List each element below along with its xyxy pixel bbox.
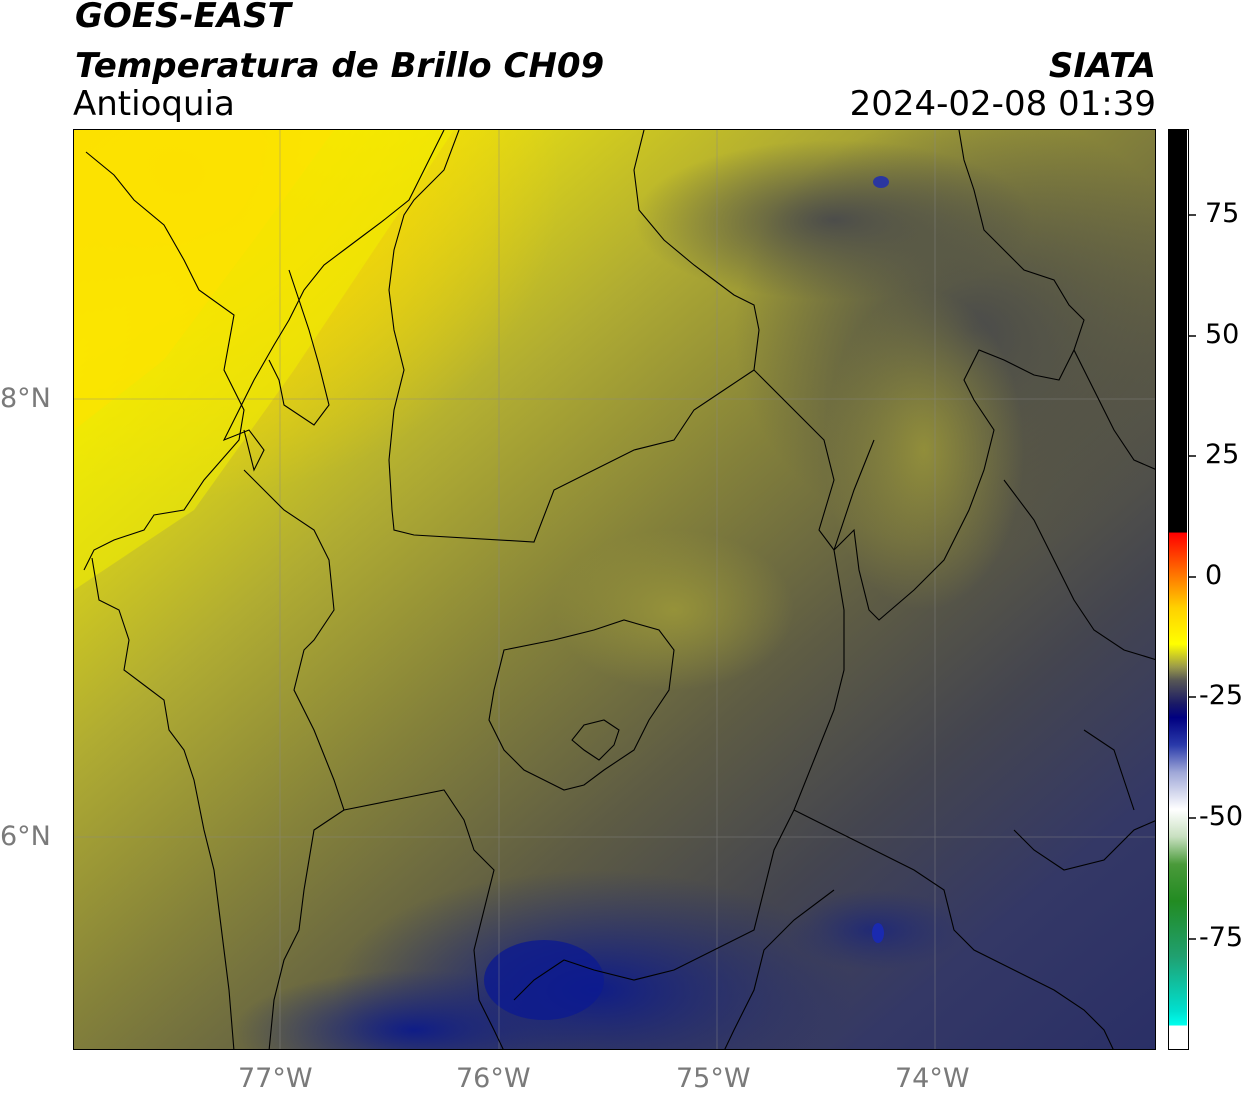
lon-label-77w: 77°W xyxy=(238,1063,313,1094)
region-label: Antioquia xyxy=(73,84,235,124)
brightness-temperature-map xyxy=(73,129,1156,1050)
colorbar-canvas xyxy=(1169,130,1187,1048)
lat-label-8n: 8°N xyxy=(0,383,51,414)
colorbar-label-0: 0 xyxy=(1205,560,1223,591)
lat-label-6n: 6°N xyxy=(0,821,51,852)
datetime-label: 2024-02-08 01:39 xyxy=(849,84,1156,124)
colorbar-label-25: 25 xyxy=(1205,439,1240,470)
colorbar-label-75: 75 xyxy=(1205,198,1240,229)
lon-label-76w: 76°W xyxy=(456,1063,531,1094)
colorbar-label-50: 50 xyxy=(1205,319,1240,350)
temperature-colorbar xyxy=(1168,129,1189,1050)
satellite-title: GOES-EAST xyxy=(75,0,291,36)
product-title: Temperatura de Brillo CH09 xyxy=(75,46,605,86)
graticule xyxy=(74,130,1155,1049)
colorbar-label-minus25: -25 xyxy=(1199,680,1244,711)
lon-label-74w: 74°W xyxy=(895,1063,970,1094)
lon-label-75w: 75°W xyxy=(676,1063,751,1094)
agency-label: SIATA xyxy=(1048,46,1156,86)
colorbar-label-minus50: -50 xyxy=(1199,801,1244,832)
colorbar-label-minus75: -75 xyxy=(1199,922,1244,953)
map-canvas xyxy=(74,130,1155,1049)
colorbar-ticks xyxy=(1189,214,1196,940)
boundaries xyxy=(83,130,1155,1049)
